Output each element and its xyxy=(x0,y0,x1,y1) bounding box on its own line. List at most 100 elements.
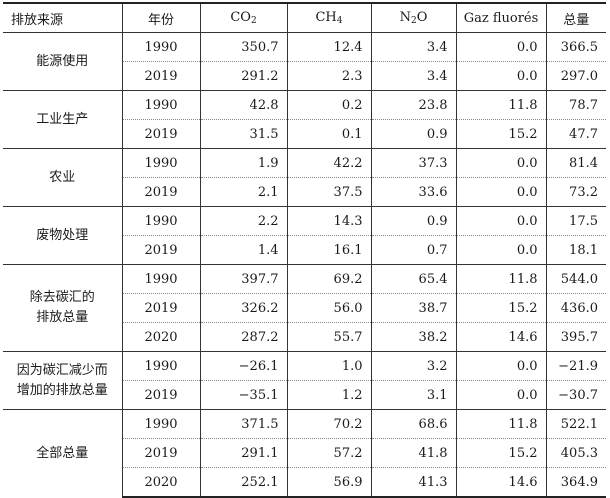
co2-cell: 291.1 xyxy=(200,438,288,468)
total-cell: 364.9 xyxy=(546,467,606,498)
source-cell: 除去碳汇的 排放总量 xyxy=(3,264,123,352)
table-row: 因为碳汇减少而 增加的排放总量 1990 −26.1 1.0 3.2 0.0 −21.9 xyxy=(3,351,606,410)
n2o-cell: 41.3 xyxy=(371,467,457,498)
table-row: 除去碳汇的 排放总量 1990 397.7 69.2 65.4 11.8 544.0 xyxy=(3,264,606,352)
n2o-cell: 68.6 xyxy=(371,409,457,439)
fgas-cell: 0.0 xyxy=(456,206,547,236)
year-cell: 1990 xyxy=(122,90,201,120)
total-cell: −30.7 xyxy=(546,380,606,410)
fgas-cell: 0.0 xyxy=(456,148,547,178)
ch4-cell: 0.1 xyxy=(287,119,372,149)
year-cell: 2019 xyxy=(122,177,201,207)
n2o-cell: 41.8 xyxy=(371,438,457,468)
fgas-cell: 15.2 xyxy=(456,119,547,149)
total-cell: 73.2 xyxy=(546,177,606,207)
n2o-cell: 38.2 xyxy=(371,322,457,352)
total-cell: 78.7 xyxy=(546,90,606,120)
fgas-cell: 14.6 xyxy=(456,322,547,352)
table-row: 2019 291.1 57.2 41.8 15.2 405.3 xyxy=(3,438,606,468)
total-cell: 18.1 xyxy=(546,235,606,265)
table-row: 2020 287.2 55.7 38.2 14.6 395.7 xyxy=(3,322,606,352)
co2-cell: 326.2 xyxy=(200,293,288,323)
ch4-cell: 42.2 xyxy=(287,148,372,178)
ch4-cell: 70.2 xyxy=(287,409,372,439)
year-cell: 2020 xyxy=(122,322,201,352)
ch4-cell: 69.2 xyxy=(287,264,372,294)
co2-cell: 2.1 xyxy=(200,177,288,207)
n2o-cell: 37.3 xyxy=(371,148,457,178)
n2o-cell: 3.4 xyxy=(371,32,457,62)
n2o-cell: 3.2 xyxy=(371,351,457,381)
n2o-cell: 65.4 xyxy=(371,264,457,294)
n2o-cell: 0.9 xyxy=(371,119,457,149)
header-source: 排放来源 xyxy=(3,2,123,33)
n2o-cell: 23.8 xyxy=(371,90,457,120)
source-line: 增加的排放总量 xyxy=(16,382,108,398)
table-row: 工业生产 1990 42.8 0.2 23.8 11.8 78.7 xyxy=(3,90,606,149)
year-cell: 2019 xyxy=(122,119,201,149)
ch4-cell: 57.2 xyxy=(287,438,372,468)
total-cell: 395.7 xyxy=(546,322,606,352)
co2-cell: 252.1 xyxy=(200,467,288,498)
header-co2-text: CO xyxy=(230,10,251,25)
total-cell: 405.3 xyxy=(546,438,606,468)
source-cell: 工业生产 xyxy=(3,90,123,149)
total-cell: 366.5 xyxy=(546,32,606,62)
table-row: 2019 2.1 37.5 33.6 0.0 73.2 xyxy=(3,177,606,207)
year-cell: 2019 xyxy=(122,235,201,265)
year-cell: 1990 xyxy=(122,409,201,439)
header-fgas: Gaz fluorés xyxy=(456,2,547,33)
year-cell: 1990 xyxy=(122,32,201,62)
source-cell: 能源使用 xyxy=(3,32,123,91)
fgas-cell: 11.8 xyxy=(456,264,547,294)
fgas-cell: 11.8 xyxy=(456,409,547,439)
co2-cell: −26.1 xyxy=(200,351,288,381)
fgas-cell: 0.0 xyxy=(456,61,547,91)
year-cell: 2019 xyxy=(122,438,201,468)
header-total: 总量 xyxy=(546,2,606,33)
year-cell: 2020 xyxy=(122,467,201,498)
n2o-cell: 3.4 xyxy=(371,61,457,91)
n2o-cell: 33.6 xyxy=(371,177,457,207)
header-co2: CO2 xyxy=(200,2,288,33)
table-row: 废物处理 1990 2.2 14.3 0.9 0.0 17.5 xyxy=(3,206,606,265)
co2-cell: 291.2 xyxy=(200,61,288,91)
co2-cell: 371.5 xyxy=(200,409,288,439)
total-cell: 17.5 xyxy=(546,206,606,236)
emissions-table: 排放来源 年份 CO2 CH4 N2O Gaz fluorés 总量 能源使用 1… xyxy=(3,2,606,498)
header-ch4: CH4 xyxy=(287,2,372,33)
source-cell: 全部总量 xyxy=(3,409,123,497)
source-line: 因为碳汇减少而 xyxy=(16,362,108,378)
fgas-cell: 0.0 xyxy=(456,351,547,381)
header-n2o-post: O xyxy=(416,10,428,25)
table-row: 农业 1990 1.9 42.2 37.3 0.0 81.4 xyxy=(3,148,606,207)
year-cell: 1990 xyxy=(122,264,201,294)
year-cell: 2019 xyxy=(122,380,201,410)
n2o-cell: 38.7 xyxy=(371,293,457,323)
year-cell: 2019 xyxy=(122,293,201,323)
n2o-cell: 0.9 xyxy=(371,206,457,236)
n2o-cell: 3.1 xyxy=(371,380,457,410)
fgas-cell: 14.6 xyxy=(456,467,547,498)
ch4-cell: 2.3 xyxy=(287,61,372,91)
ch4-cell: 0.2 xyxy=(287,90,372,120)
total-cell: −21.9 xyxy=(546,351,606,381)
table-row: 2019 326.2 56.0 38.7 15.2 436.0 xyxy=(3,293,606,323)
ch4-cell: 55.7 xyxy=(287,322,372,352)
header-co2-sub: 2 xyxy=(250,16,257,26)
fgas-cell: 15.2 xyxy=(456,293,547,323)
fgas-cell: 0.0 xyxy=(456,32,547,62)
year-cell: 1990 xyxy=(122,148,201,178)
co2-cell: 1.4 xyxy=(200,235,288,265)
header-n2o-sub: 2 xyxy=(410,16,417,26)
header-n2o-pre: N xyxy=(399,10,411,25)
year-cell: 2019 xyxy=(122,61,201,91)
total-cell: 47.7 xyxy=(546,119,606,149)
source-cell: 农业 xyxy=(3,148,123,207)
co2-cell: 31.5 xyxy=(200,119,288,149)
ch4-cell: 1.2 xyxy=(287,380,372,410)
header-year: 年份 xyxy=(122,2,201,33)
ch4-cell: 56.0 xyxy=(287,293,372,323)
table-row: 2019 291.2 2.3 3.4 0.0 297.0 xyxy=(3,61,606,91)
source-cell: 废物处理 xyxy=(3,206,123,265)
